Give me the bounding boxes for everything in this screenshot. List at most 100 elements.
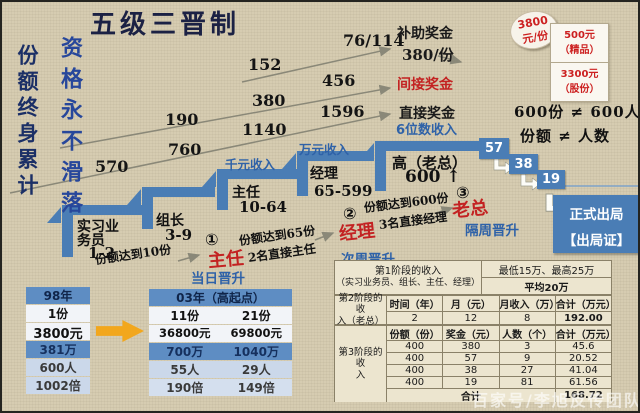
stage2-header: 月（元） bbox=[443, 296, 499, 311]
step5-range: 600 ↑ bbox=[405, 167, 461, 187]
table-2003: 03年（高起点） 11份 21份 36800元 69800元 700万 1040… bbox=[149, 289, 292, 397]
stair-step-2 bbox=[127, 187, 215, 229]
number-570: 570 bbox=[95, 157, 129, 176]
stage3-cell: 9 bbox=[499, 353, 555, 364]
price-bottom-note: （股份） bbox=[559, 84, 600, 95]
step2-label: 组长 bbox=[156, 213, 184, 229]
stage3-cell: 400 bbox=[387, 377, 443, 388]
table-2003-cell: 1040万 bbox=[233, 345, 279, 359]
stage3-header: 合计（万元） bbox=[555, 326, 616, 341]
step4-income-label: 万元收入 bbox=[299, 142, 350, 157]
stair-step-1 bbox=[47, 205, 142, 257]
table-1998: 98年 1份 3800元 381万 600人 1002倍 bbox=[26, 287, 90, 395]
exit-box-line2: 【出局证】 bbox=[562, 232, 631, 249]
cascade-box-57: 57 bbox=[479, 138, 509, 159]
table-1998-row-multiple: 1002倍 bbox=[26, 377, 90, 394]
table-2003-row-total: 700万 1040万 bbox=[149, 343, 292, 360]
step2-range: 3-9 bbox=[165, 226, 193, 244]
table-2003-row-multiple: 190倍 149倍 bbox=[149, 379, 292, 396]
table-2003-cell: 69800元 bbox=[230, 326, 282, 340]
subsidy-bonus-line bbox=[241, 46, 392, 83]
stage3-cell: 400 bbox=[387, 353, 443, 364]
income-stage1-table: 第1阶段的收入 （实习业务员、组长、主任、经理） 最低15万、最高25万 平均2… bbox=[334, 260, 612, 295]
step1-label-line2: 务员 bbox=[77, 233, 105, 249]
income-stage2-table: 第2阶段的收 入（老总） 时间（年） 月（元） 月收入（万） 合计（万元） 2 … bbox=[334, 292, 616, 327]
step5-label: 高（老总） bbox=[392, 154, 468, 172]
step1-label-line1: 实习业 bbox=[77, 219, 119, 235]
stage2-header: 月收入（万） bbox=[499, 296, 560, 311]
price-bottom-amount: 3300元 bbox=[560, 69, 599, 80]
table-2003-row-people: 55人 29人 bbox=[149, 361, 292, 378]
table-2003-cell: 149倍 bbox=[237, 381, 275, 395]
subsidy-bonus-label: 补助奖金 bbox=[397, 26, 453, 42]
table-1998-row-people: 600人 bbox=[26, 359, 90, 376]
stage2-label-line1: 第2阶段的收 bbox=[338, 292, 383, 316]
number-760: 760 bbox=[168, 140, 202, 159]
step3-label: 主任 bbox=[232, 185, 260, 201]
table-1998-row-total: 381万 bbox=[26, 341, 90, 358]
price-top-note: （精品） bbox=[559, 45, 600, 56]
stage3-cell: 27 bbox=[499, 365, 555, 376]
stage2-total: 192.00 bbox=[555, 312, 611, 324]
inequality-quota-headcount: 份额 ≠ 人数 bbox=[520, 127, 611, 145]
price-badge-unit: 元/份 bbox=[521, 28, 550, 46]
stage3-cell: 38 bbox=[443, 365, 499, 376]
bent-arrow-2-icon bbox=[520, 173, 541, 191]
promotion-3-number: ③ bbox=[456, 183, 470, 202]
stage3-cell: 20.52 bbox=[555, 353, 611, 364]
table-2003-row-shares: 11份 21份 bbox=[149, 307, 292, 324]
table-1998-header: 98年 bbox=[26, 287, 90, 304]
income-stage3-table: 第3阶段的收 入 份额（份） 奖金（元） 人数（个） 合计（万元） 400 38… bbox=[334, 325, 616, 403]
stage3-header: 奖金（元） bbox=[443, 326, 499, 341]
stage3-cell: 57 bbox=[443, 353, 499, 364]
table-2003-header: 03年（高起点） bbox=[149, 289, 292, 306]
indirect-bonus-label: 间接奖金 bbox=[397, 77, 453, 93]
stage2-header: 时间（年） bbox=[387, 296, 443, 311]
stair-step-3 bbox=[202, 169, 299, 210]
cascade-box-19: 19 bbox=[537, 170, 565, 189]
exit-box: 正式出局 【出局证】 bbox=[553, 195, 638, 253]
promotion-1-timing: 当日晋升 bbox=[191, 271, 245, 287]
slogan-share-accumulate: 份额终身累计 bbox=[15, 44, 39, 200]
step4-label: 经理 bbox=[310, 166, 338, 182]
stage1-value-cell: 最低15万、最高25万 平均20万 bbox=[482, 261, 611, 294]
stage3-cell: 3 bbox=[499, 341, 555, 352]
price-top-cell: 500元 （精品） bbox=[551, 24, 608, 62]
page-title: 五级三晋制 bbox=[90, 10, 241, 40]
number-1140: 1140 bbox=[242, 120, 287, 139]
direct-bonus-line bbox=[9, 110, 392, 194]
stair-step-5 bbox=[360, 141, 480, 191]
number-76-114: 76/114 bbox=[343, 31, 405, 50]
stage3-cell: 380 bbox=[443, 341, 499, 352]
stage1-range: 最低15万、最高25万 bbox=[482, 261, 611, 277]
stage3-cell: 400 bbox=[387, 365, 443, 376]
table-2003-cell: 29人 bbox=[241, 363, 271, 377]
number-152: 152 bbox=[248, 55, 282, 74]
table-2003-cell: 700万 bbox=[166, 345, 204, 359]
stage3-cell: 45.6 bbox=[555, 341, 611, 352]
slogan-qualification: 资格永不滑落 bbox=[57, 36, 82, 222]
step4-range: 65-599 bbox=[314, 182, 373, 200]
step1-range: 1-2 bbox=[88, 244, 116, 262]
table-2003-row-price: 36800元 69800元 bbox=[149, 325, 292, 342]
stage3-header: 份额（份） bbox=[387, 326, 443, 341]
inequality-shares-people: 600份 ≠ 600人 bbox=[514, 103, 640, 121]
step3-range: 10-64 bbox=[239, 198, 287, 216]
stage3-label-line2: 入 bbox=[355, 369, 366, 381]
promotion-3-timing: 隔周晋升 bbox=[465, 223, 519, 239]
table-2003-cell: 36800元 bbox=[158, 326, 211, 340]
price-top-amount: 500元 bbox=[564, 30, 595, 41]
per-share-arrow bbox=[437, 54, 463, 65]
number-1596: 1596 bbox=[320, 102, 365, 121]
promotion-1-number: ① bbox=[205, 230, 219, 249]
stage1-label-line1: 第1阶段的收入 bbox=[374, 265, 442, 277]
stage3-cell: 41.04 bbox=[555, 365, 611, 376]
stage2-header: 合计（万元） bbox=[555, 296, 616, 311]
promotion-3-arrow bbox=[435, 206, 454, 217]
stage3-header: 人数（个） bbox=[499, 326, 555, 341]
stage3-label-line1: 第3阶段的收 bbox=[338, 346, 383, 370]
table-1998-row-price: 3800元 bbox=[26, 323, 90, 342]
stage2-label-cell: 第2阶段的收 入（老总） bbox=[335, 292, 386, 327]
